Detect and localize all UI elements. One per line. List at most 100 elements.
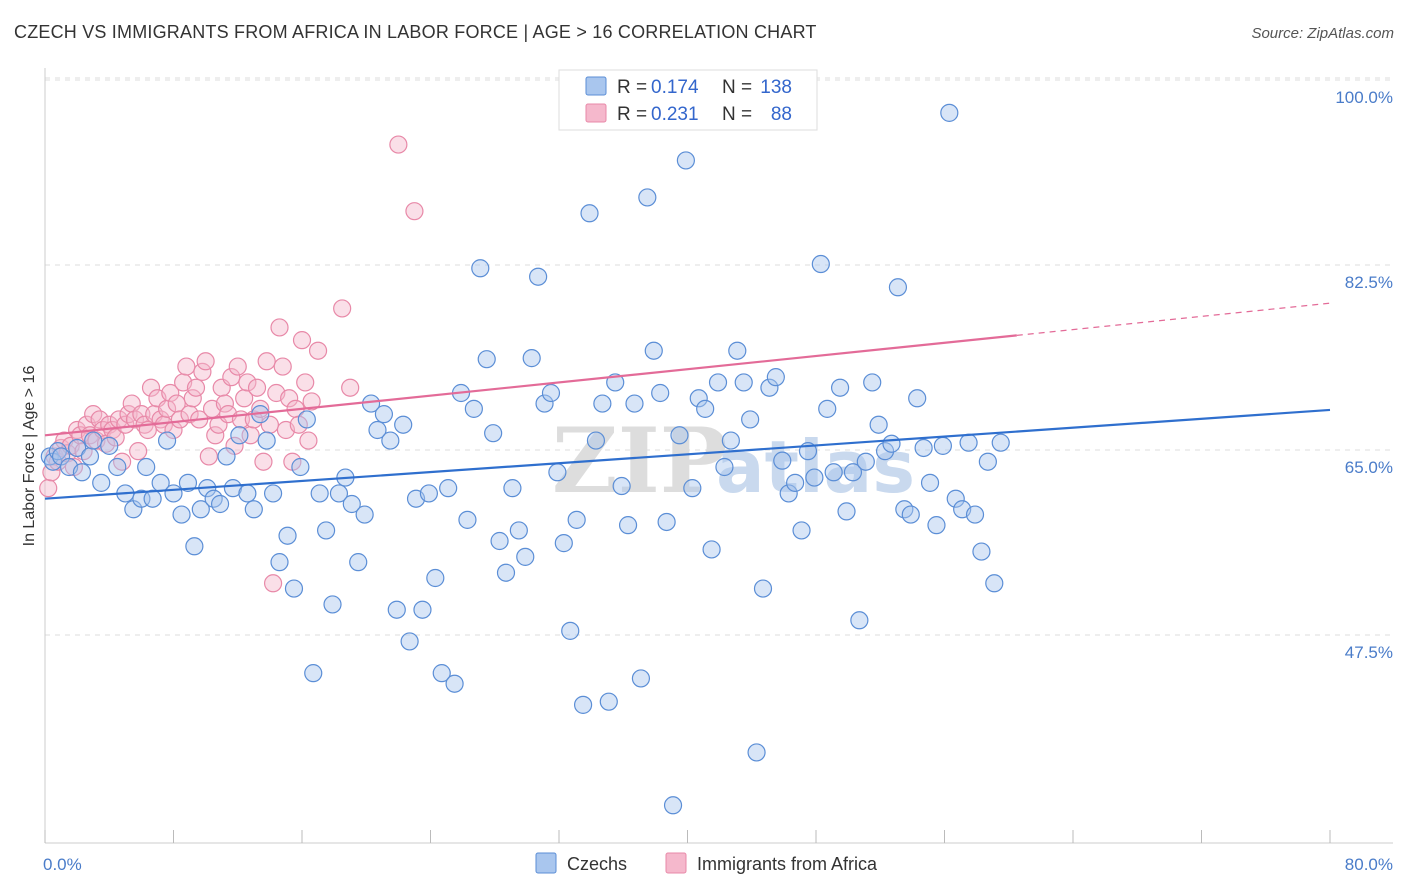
czechs-point — [157, 431, 177, 450]
czechs-point — [663, 796, 683, 815]
africa-point — [141, 378, 161, 397]
africa-point — [228, 357, 247, 376]
czechs-point — [933, 436, 952, 455]
bottom-legend-label-czechs: Czechs — [567, 854, 627, 874]
africa-point — [270, 318, 289, 337]
czechs-point — [471, 259, 490, 278]
czechs-point — [172, 505, 191, 524]
chart-title: CZECH VS IMMIGRANTS FROM AFRICA IN LABOR… — [14, 22, 817, 42]
czechs-point — [522, 349, 541, 368]
czechs-point — [297, 410, 316, 429]
czechs-point — [84, 431, 103, 450]
czechs-point — [72, 463, 92, 482]
czechs-point — [837, 502, 856, 521]
czechs-point — [349, 553, 368, 572]
czechs-point — [888, 278, 908, 297]
africa-point — [238, 373, 257, 392]
africa-point — [389, 135, 408, 154]
czechs-point — [940, 103, 959, 122]
czechs-point — [618, 516, 638, 535]
czechs-point — [721, 431, 740, 450]
czechs-point — [554, 534, 573, 553]
czechs-point — [734, 373, 753, 392]
africa-point — [177, 357, 196, 376]
czechs-point — [972, 542, 991, 561]
czechs-point — [689, 389, 708, 408]
czechs-point — [830, 378, 850, 397]
czechs-point — [818, 399, 837, 418]
czechs-point — [567, 510, 586, 529]
czechs-trend-line — [44, 408, 1331, 500]
y-tick-label: 47.5% — [1345, 643, 1393, 662]
czechs-point — [394, 415, 413, 434]
czechs-point — [753, 579, 773, 598]
czechs-point — [773, 451, 792, 470]
czechs-point — [715, 457, 734, 477]
czechs-point — [856, 452, 875, 471]
czechs-point — [490, 531, 509, 551]
czechs-point — [644, 341, 663, 360]
czechs-point — [270, 553, 289, 572]
africa-point — [90, 410, 109, 429]
czechs-point — [484, 424, 503, 443]
czechs-point — [786, 473, 805, 492]
czechs-point — [230, 426, 249, 445]
czechs-point — [914, 438, 933, 458]
czechs-point — [496, 563, 516, 582]
czechs-point — [164, 484, 183, 503]
czechs-point — [374, 405, 394, 424]
czechs-point — [238, 484, 257, 503]
czechs-point — [464, 399, 483, 418]
czechs-point — [766, 368, 785, 387]
czechs-point — [368, 420, 387, 440]
czechs-point — [708, 373, 728, 392]
czechs-point — [108, 457, 127, 477]
czechs-point — [676, 151, 695, 170]
czechs-point — [908, 389, 927, 408]
legend-r-label-1: R = — [617, 77, 647, 98]
czechs-point — [548, 463, 567, 482]
africa-point — [333, 299, 352, 318]
czechs-point — [869, 415, 888, 434]
bottom-legend-label-africa: Immigrants from Africa — [697, 854, 878, 874]
czechs-point — [920, 473, 940, 492]
czechs-point — [850, 611, 869, 630]
czechs-point — [381, 431, 400, 450]
bottom-legend: Czechs Immigrants from Africa — [535, 852, 878, 874]
czechs-point — [638, 188, 657, 207]
czechs-point — [445, 674, 464, 693]
czechs-point — [355, 505, 374, 524]
africa-point — [308, 341, 328, 360]
czechs-point — [323, 595, 342, 614]
africa-point — [292, 331, 312, 350]
africa-point — [263, 574, 283, 593]
trend-lines — [44, 302, 1331, 500]
africa-point — [206, 426, 225, 445]
czechs-point — [400, 632, 419, 651]
series-czechs — [40, 103, 1010, 815]
czechs-point — [599, 692, 618, 711]
africa-point — [222, 368, 241, 387]
czechs-point — [696, 399, 715, 418]
czechs-point — [257, 431, 276, 450]
czechs-point — [439, 479, 458, 498]
czechs-point — [263, 484, 283, 503]
x-tick-labels: 0.0% 80.0% — [43, 855, 1393, 874]
bottom-legend-swatch-czechs — [535, 852, 557, 874]
czechs-point — [137, 457, 156, 477]
czechs-point — [529, 267, 548, 286]
legend: R = 0.174 N = 138 R = 0.231 N = 88 — [558, 69, 818, 131]
czechs-point — [561, 621, 580, 640]
czechs-point — [244, 500, 263, 519]
czechs-point — [580, 204, 599, 223]
africa-point — [257, 352, 276, 371]
africa-point — [405, 202, 424, 221]
czechs-point — [741, 410, 760, 429]
legend-swatch-blue — [585, 76, 607, 96]
czechs-point — [593, 394, 612, 413]
africa-point — [341, 378, 360, 397]
legend-r-value-1: 0.174 — [651, 77, 699, 98]
czechs-point — [342, 494, 361, 514]
czechs-point — [284, 579, 304, 598]
czechs-point — [683, 479, 702, 498]
